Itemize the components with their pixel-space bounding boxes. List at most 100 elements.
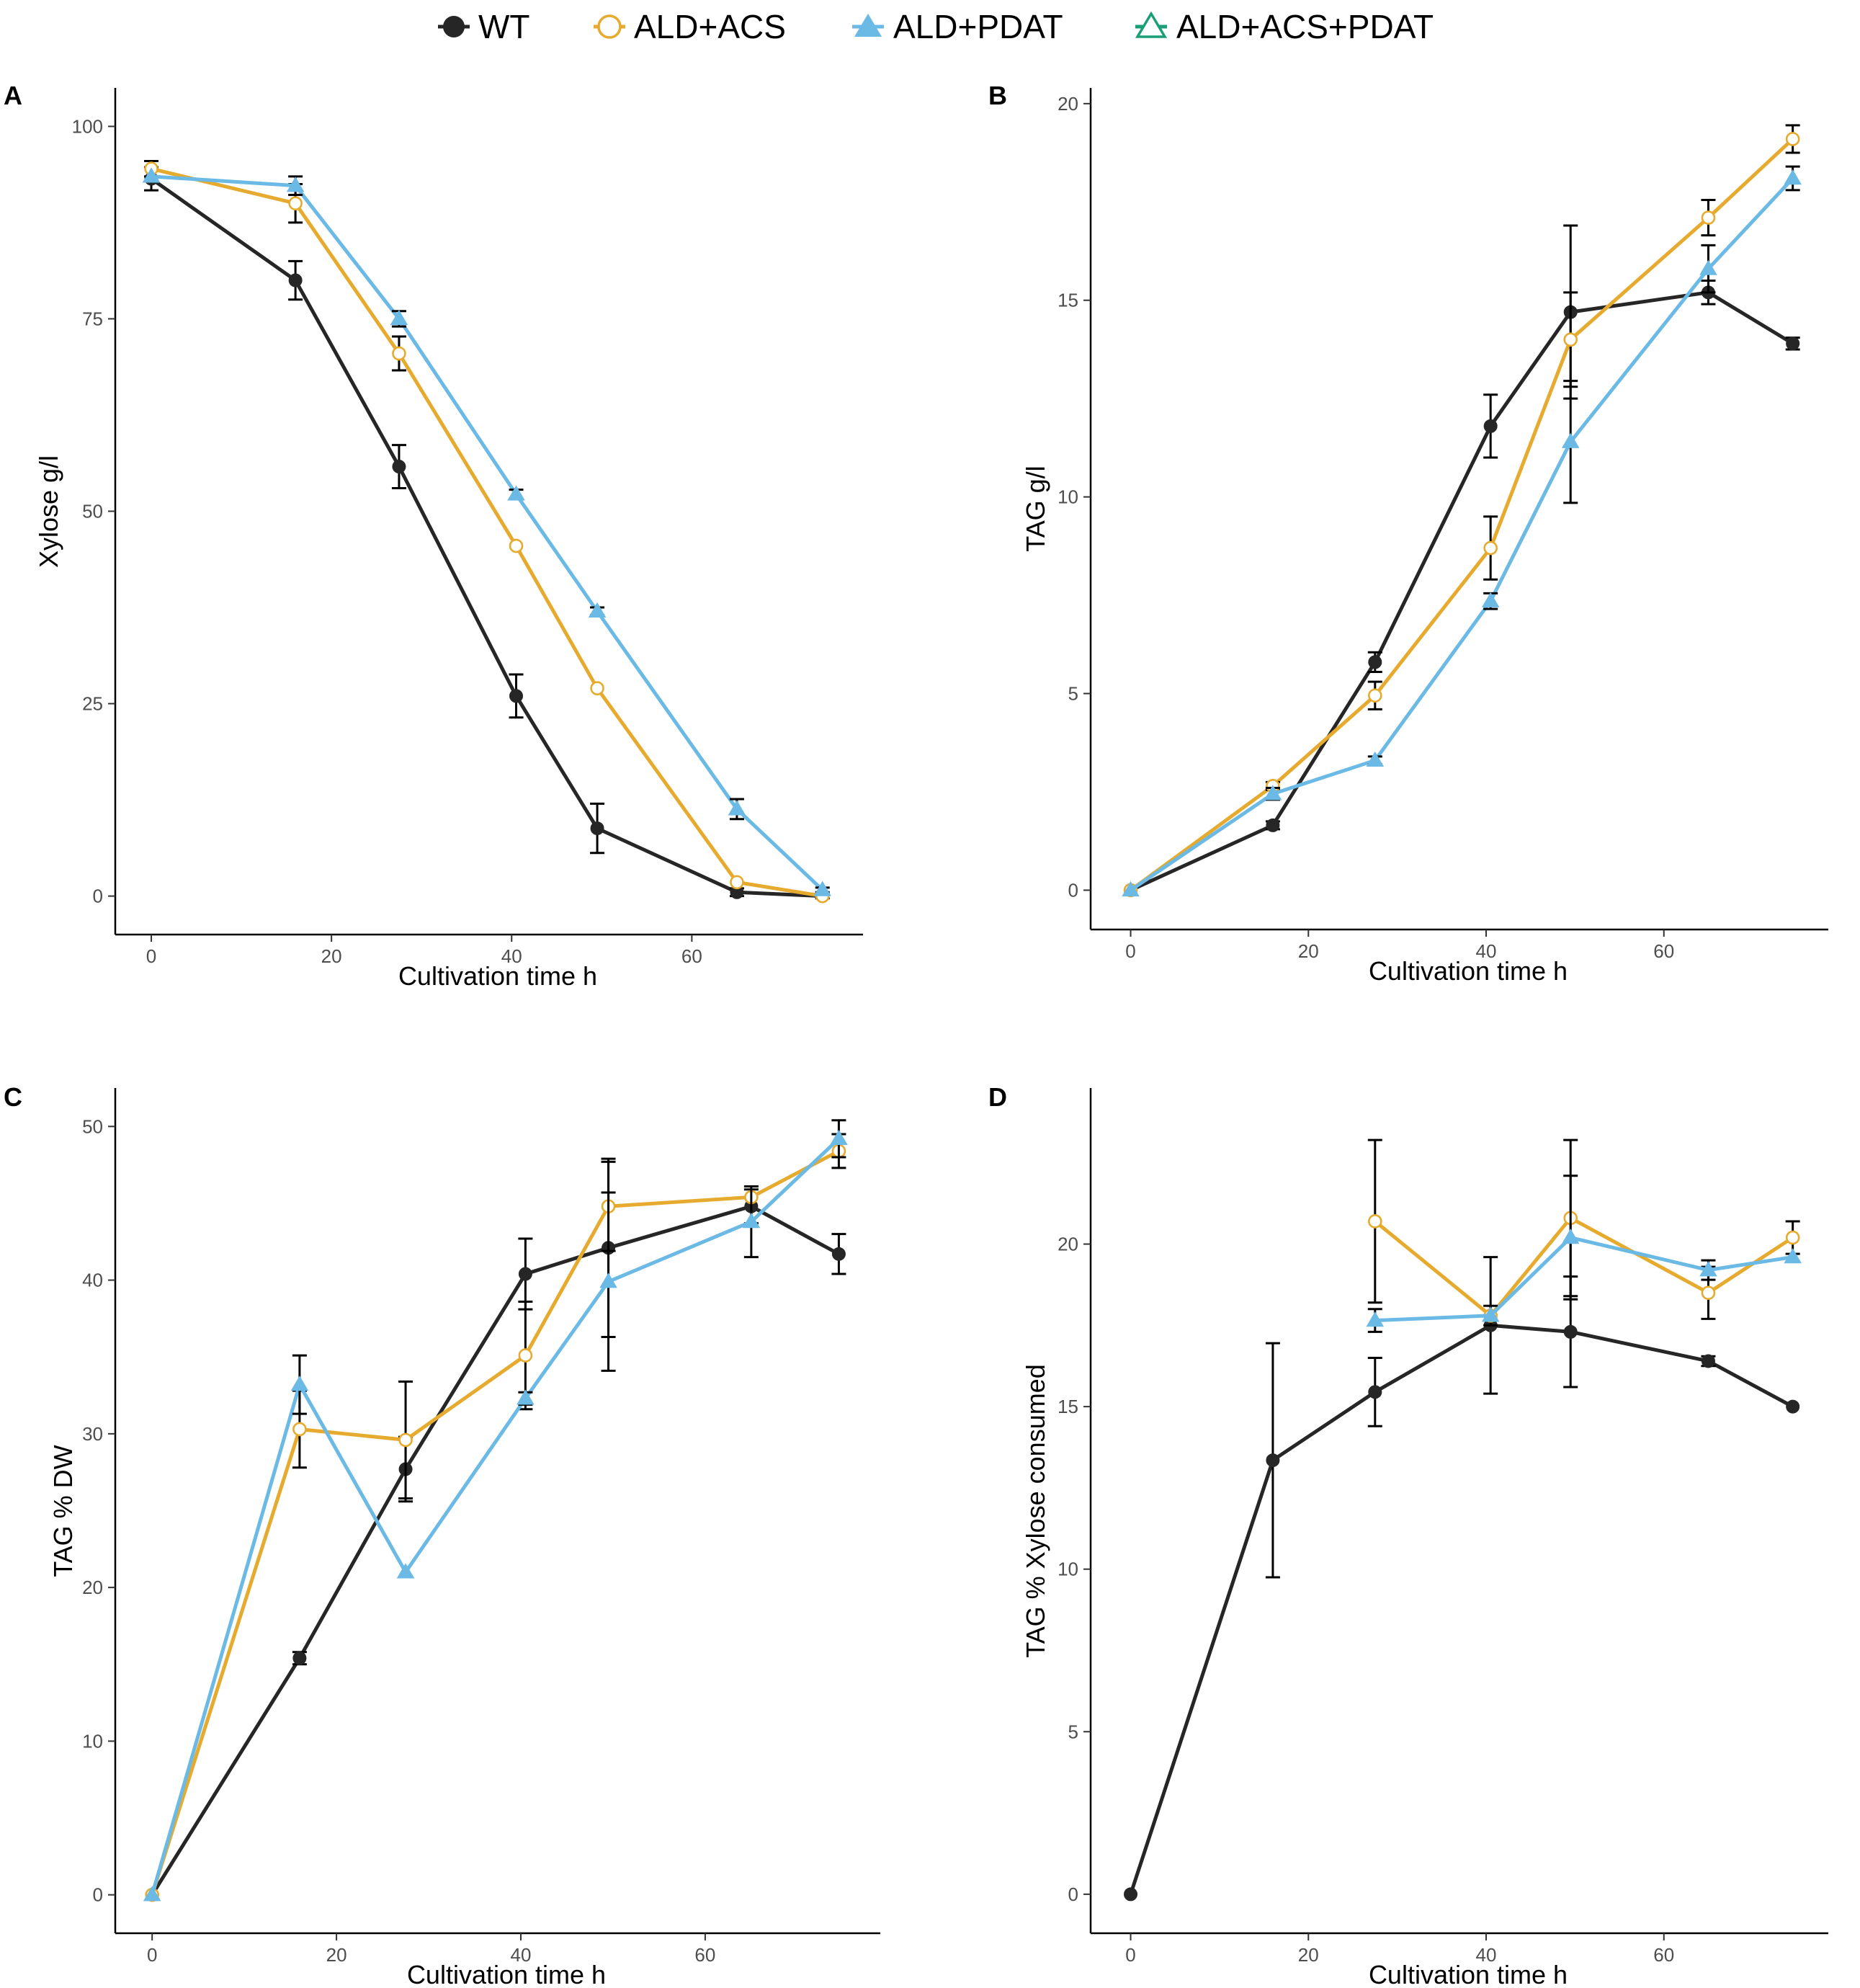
legend-label-ald-acs-pdat: ALD+ACS+PDAT (1176, 8, 1434, 45)
data-point-ald-pdat (1366, 751, 1385, 767)
x-axis-title: Cultivation time h (398, 961, 597, 991)
data-point-ald-pdat (290, 1376, 309, 1391)
x-tick-label: 60 (1653, 1944, 1674, 1966)
series-wt (1124, 1256, 1800, 1902)
data-point-wt (1266, 1453, 1280, 1468)
data-point-ald-pdat (599, 1272, 617, 1288)
x-tick-label: 0 (147, 1944, 157, 1966)
series-ald-pdat (142, 167, 832, 896)
y-tick-label: 40 (82, 1270, 103, 1291)
x-axis-title: Cultivation time h (1369, 1960, 1568, 1988)
data-point-ald-acs (1785, 1230, 1800, 1245)
data-point-ald-acs (730, 875, 744, 890)
data-point-ald-pdat (517, 1389, 535, 1405)
legend-item-ald-acs: ALD+ACS (594, 8, 786, 45)
y-tick-label: 15 (1058, 290, 1078, 311)
y-tick-label: 20 (1058, 1234, 1078, 1255)
data-point-ald-acs (1785, 132, 1800, 146)
y-tick-label: 50 (82, 501, 103, 522)
panel-letter: C (4, 1082, 22, 1112)
panel-letter: A (4, 81, 22, 110)
data-point-wt (392, 460, 406, 474)
data-point-ald-acs (1367, 1214, 1382, 1229)
data-point-ald-pdat (396, 1563, 415, 1579)
data-point-ald-pdat (1699, 1261, 1717, 1277)
legend-item-ald-acs-pdat: ALD+ACS+PDAT (1135, 8, 1434, 45)
data-point-ald-acs (1701, 1285, 1716, 1301)
y-tick-label: 0 (1068, 1884, 1078, 1905)
y-axis-title: TAG g/l (1021, 465, 1050, 551)
data-point-wt (292, 1651, 307, 1665)
data-point-ald-pdat (813, 881, 832, 896)
x-tick-label: 0 (1125, 1944, 1135, 1966)
data-point-ald-pdat (1784, 169, 1802, 185)
data-point-ald-acs (392, 346, 406, 361)
series-ald-pdat (143, 1119, 848, 1902)
panel-letter: D (988, 1082, 1007, 1112)
legend-item-ald-pdat: ALD+PDAT (852, 8, 1063, 45)
data-point-wt (1701, 1354, 1715, 1368)
data-point-ald-acs (288, 196, 303, 211)
x-tick-label: 0 (1125, 940, 1135, 962)
data-point-wt (1786, 336, 1800, 351)
data-point-wt (1368, 1385, 1382, 1399)
data-point-ald-pdat (1481, 1306, 1500, 1322)
panel-letter: B (988, 81, 1007, 110)
x-tick-label: 20 (321, 945, 342, 967)
data-point-ald-pdat (830, 1129, 848, 1146)
series-ald-pdat (1122, 165, 1802, 897)
data-point-wt (288, 273, 303, 287)
y-tick-label: 10 (1058, 486, 1078, 508)
x-tick-label: 40 (511, 1944, 532, 1966)
data-point-ald-acs (292, 1422, 307, 1437)
y-tick-label: 25 (82, 693, 103, 715)
data-point-wt (1124, 1887, 1138, 1902)
data-point-wt (1368, 655, 1382, 669)
data-point-wt (1266, 818, 1280, 832)
data-point-ald-pdat (728, 800, 746, 816)
x-tick-label: 60 (681, 945, 702, 967)
y-tick-label: 20 (1058, 93, 1078, 115)
legend-label-wt: WT (478, 8, 530, 45)
y-tick-label: 20 (82, 1577, 103, 1598)
series-ald-pdat (1366, 1174, 1802, 1333)
legend-label-ald-pdat: ALD+PDAT (893, 8, 1063, 45)
legend-item-wt: WT (438, 8, 530, 45)
legend-label-ald-acs: ALD+ACS (634, 8, 786, 45)
x-tick-label: 0 (146, 945, 156, 967)
legend-marker-ald-acs-pdat (1135, 11, 1168, 38)
x-tick-label: 20 (1298, 940, 1319, 962)
y-tick-label: 0 (93, 1884, 103, 1906)
data-point-ald-pdat (142, 167, 161, 183)
y-tick-label: 10 (1058, 1559, 1078, 1580)
x-tick-label: 20 (1298, 1944, 1319, 1966)
data-point-ald-pdat (1122, 881, 1140, 897)
x-tick-label: 40 (1476, 940, 1497, 962)
data-point-ald-acs (1483, 540, 1498, 556)
data-point-ald-acs (1367, 688, 1382, 703)
data-point-ald-pdat (1366, 1311, 1385, 1327)
series-ald-acs (1367, 1138, 1800, 1327)
data-point-ald-pdat (1699, 259, 1717, 275)
x-tick-label: 60 (1653, 940, 1674, 962)
series-line-wt (1129, 1323, 1794, 1895)
data-point-ald-acs (1701, 210, 1716, 225)
legend-marker-ald-acs (597, 14, 622, 39)
x-tick-label: 20 (326, 1944, 347, 1966)
data-point-ald-pdat (1561, 432, 1580, 448)
data-point-wt (1786, 1399, 1800, 1414)
data-point-wt (831, 1247, 846, 1261)
legend: WT ALD+ACS ALD+PDAT ALD+ACS+PDAT (438, 8, 1434, 45)
x-axis-title: Cultivation time h (407, 1960, 606, 1988)
x-tick-label: 40 (501, 945, 522, 967)
data-point-ald-pdat (588, 602, 607, 618)
legend-marker-ald-pdat (854, 14, 882, 37)
y-tick-label: 0 (1068, 879, 1078, 901)
legend-marker-wt (443, 16, 465, 37)
data-point-wt (509, 689, 524, 703)
data-point-ald-pdat (1264, 785, 1282, 801)
data-point-wt (1563, 1324, 1578, 1339)
